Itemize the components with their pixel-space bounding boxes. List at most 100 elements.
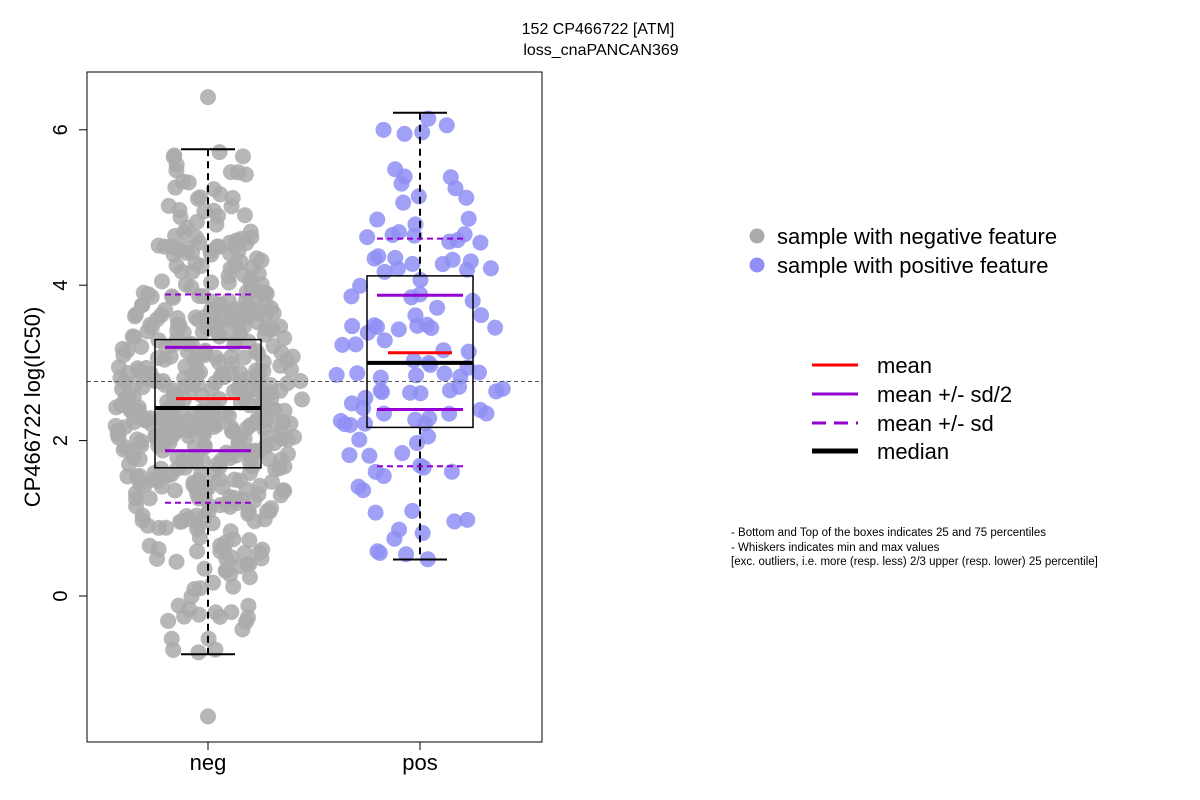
point-neg [189, 543, 206, 560]
point-neg [256, 511, 273, 528]
point-neg [239, 609, 256, 626]
point-neg [195, 453, 212, 470]
point-neg [173, 263, 190, 280]
point-pos [410, 188, 427, 205]
point-pos [404, 502, 421, 519]
point-pos [412, 385, 429, 402]
point-pos [375, 121, 392, 138]
point-pos [395, 194, 412, 211]
chart-title-line2: loss_cnaPANCAN369 [523, 42, 678, 59]
legend-median-label: median [877, 439, 949, 464]
x-tick-label-pos: pos [402, 750, 437, 775]
point-neg [234, 148, 251, 165]
point-neg [167, 482, 184, 499]
point-neg [142, 365, 159, 382]
point-neg [243, 281, 260, 298]
point-neg [203, 274, 220, 291]
point-pos [370, 248, 387, 265]
point-pos [387, 161, 404, 178]
point-pos [406, 227, 423, 244]
point-neg [218, 550, 235, 567]
point-neg [194, 324, 211, 341]
point-pos [420, 428, 437, 445]
y-tick-label: 2 [50, 435, 72, 446]
point-neg [282, 415, 299, 432]
point-pos [446, 513, 463, 530]
y-axis-label: CP466722 log(IC50) [20, 307, 45, 508]
point-pos [458, 189, 475, 206]
legend-pos-label: sample with positive feature [777, 253, 1048, 278]
point-neg [108, 399, 125, 416]
point-neg [205, 574, 222, 591]
point-neg [168, 162, 185, 179]
point-neg [153, 273, 170, 290]
point-pos [420, 110, 437, 127]
point-neg [151, 411, 168, 428]
point-pos [473, 307, 490, 324]
point-neg [187, 255, 204, 272]
point-neg [241, 532, 258, 549]
x-tick-label-neg: neg [190, 750, 227, 775]
point-pos [351, 431, 368, 448]
point-pos [487, 319, 504, 336]
point-pos [359, 229, 376, 246]
point-neg [178, 508, 195, 525]
point-pos [460, 210, 477, 227]
point-neg [190, 490, 207, 507]
point-pos [343, 395, 360, 412]
point-pos [436, 365, 453, 382]
point-neg [160, 612, 177, 629]
point-neg [257, 412, 274, 429]
point-neg [176, 224, 193, 241]
point-pos [408, 367, 425, 384]
point-pos [373, 384, 390, 401]
point-neg [222, 311, 239, 328]
point-neg [134, 512, 151, 529]
point-neg [225, 578, 242, 595]
point-pos [472, 401, 489, 418]
point-pos [369, 211, 386, 228]
notes: - Bottom and Top of the boxes indicates … [731, 527, 1098, 568]
point-neg [202, 243, 219, 260]
point-neg [189, 520, 206, 537]
point-neg [236, 207, 253, 224]
point-pos [438, 117, 455, 134]
point-pos [359, 324, 376, 341]
point-neg [272, 357, 289, 374]
point-neg [143, 319, 160, 336]
chart-title-line1: 152 CP466722 [ATM] [522, 21, 675, 38]
point-neg [157, 519, 174, 536]
point-neg [189, 190, 206, 207]
point-neg [224, 189, 241, 206]
point-neg [168, 553, 185, 570]
point-pos [387, 249, 404, 266]
point-neg [206, 321, 223, 338]
point-neg [257, 284, 274, 301]
point-pos [375, 405, 392, 422]
point-neg [188, 229, 205, 246]
point-neg [222, 566, 239, 583]
point-neg [134, 379, 151, 396]
box-neg [154, 338, 262, 469]
point-pos [482, 260, 499, 277]
point-pos [384, 226, 401, 243]
point-neg [141, 490, 158, 507]
point-neg [191, 288, 208, 305]
stats-layer [87, 111, 542, 656]
point-neg [220, 292, 237, 309]
point-pos [459, 511, 476, 528]
point-neg [237, 386, 254, 403]
point-pos [460, 343, 477, 360]
legend-pos-marker [749, 257, 765, 273]
point-neg [128, 498, 145, 515]
point-pos [334, 336, 351, 353]
point-neg [181, 428, 198, 445]
point-pos [398, 546, 415, 563]
point-neg [240, 333, 257, 350]
legend-neg-marker [749, 228, 765, 244]
point-neg [162, 348, 179, 365]
point-pos [376, 332, 393, 349]
point-neg [171, 201, 188, 218]
point-neg [205, 202, 222, 219]
point-neg [248, 372, 265, 389]
